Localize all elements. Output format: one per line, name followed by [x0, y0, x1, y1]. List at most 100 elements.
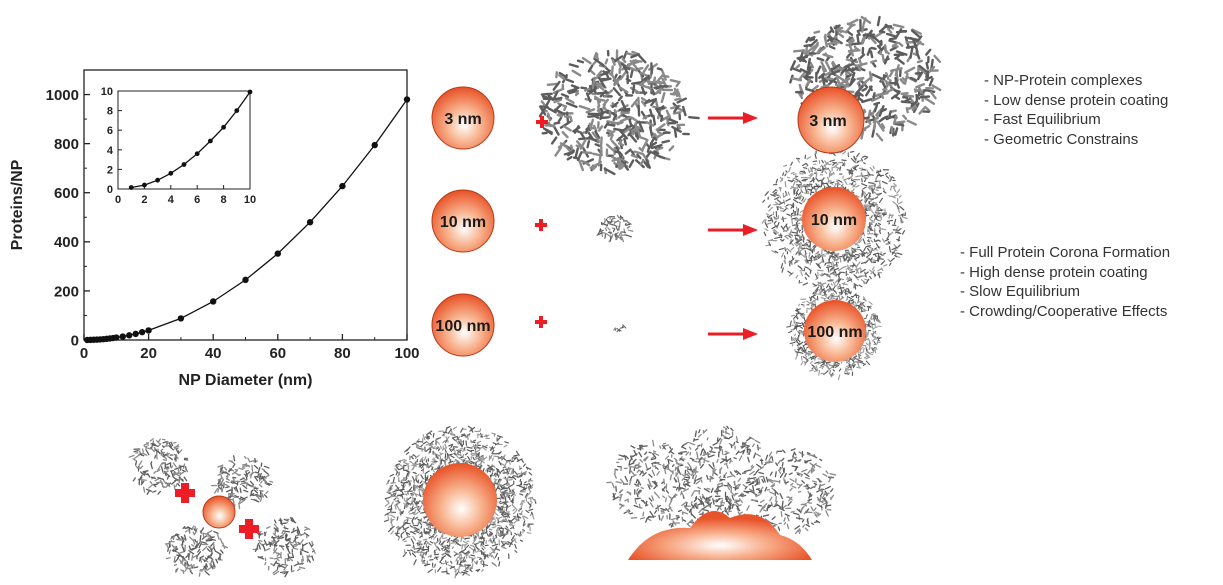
- complex-100nm-label: 100 nm: [807, 324, 862, 341]
- main-point: [145, 327, 152, 334]
- np-100nm-label: 100 nm: [435, 318, 490, 335]
- protein-tiny: [613, 324, 627, 333]
- inset-xtick-label: 10: [244, 194, 256, 206]
- inset-point: [208, 138, 213, 144]
- inset-xtick-label: 8: [221, 194, 227, 206]
- main-point: [119, 333, 126, 340]
- plus-icon-row1: [536, 116, 548, 128]
- np-10nm: 10 nm: [431, 189, 495, 253]
- complex-3nm: 3 nm: [797, 86, 865, 154]
- inset-xtick-label: 2: [141, 194, 147, 206]
- main-xtick-label: 60: [269, 345, 286, 362]
- main-point: [138, 328, 146, 336]
- np-3nm: 3 nm: [431, 86, 495, 150]
- inset-point: [194, 151, 200, 157]
- inset-ytick-label: 4: [107, 145, 114, 157]
- bottom-surface-protein-2: [674, 425, 762, 509]
- inset-ytick-label: 6: [107, 125, 113, 137]
- note-top-3: - Fast Equilibrium: [984, 111, 1101, 128]
- main-ylabel: Proteins/NP: [9, 159, 26, 250]
- main-ytick-label: 1000: [46, 87, 79, 104]
- inset-chart: 0 2 4 6 8 10 0 2 4 6 8 10: [101, 86, 256, 206]
- complex-100nm: 100 nm: [804, 300, 866, 362]
- main-ytick-label: 200: [54, 283, 79, 300]
- inset-point: [247, 89, 253, 95]
- protein-corona-100nm: [786, 286, 883, 381]
- complex-3nm-label: 3 nm: [809, 113, 846, 130]
- inset-fit-line: [131, 91, 251, 189]
- inset-ytick-label: 2: [107, 164, 113, 176]
- main-point: [242, 276, 249, 284]
- np-100nm: 100 nm: [431, 293, 495, 357]
- plus-icon-row2: [535, 219, 547, 231]
- inset-xtick-label: 6: [194, 194, 200, 206]
- inset-frame: [117, 90, 251, 190]
- plus-icon-bottom-2: [239, 519, 259, 539]
- inset-background: [118, 91, 250, 189]
- main-xtick-label: 80: [334, 345, 351, 362]
- inset-ytick-label: 10: [101, 86, 113, 98]
- inset-point: [155, 177, 161, 183]
- main-ytick-label: 400: [54, 234, 79, 251]
- main-xtick-label: 0: [80, 345, 88, 362]
- bottom-surface-protein-1: [606, 439, 693, 523]
- bottom-protein-1: [128, 438, 189, 495]
- main-point: [132, 330, 139, 338]
- main-ytick-label: 0: [71, 332, 79, 349]
- main-point: [177, 315, 185, 322]
- note-bottom-2: - High dense protein coating: [960, 263, 1148, 281]
- inset-point: [234, 108, 240, 113]
- note-bottom-4: - Crowding/Cooperative Effects: [960, 302, 1168, 320]
- main-point: [403, 96, 411, 103]
- main-point: [274, 250, 281, 257]
- main-point: [306, 218, 314, 226]
- main-point: [113, 334, 120, 341]
- bottom-protein-2: [211, 455, 274, 510]
- bottom-flat-surface: [628, 510, 812, 560]
- note-bottom-1: - Full Protein Corona Formation: [960, 244, 1171, 261]
- note-top-4: - Geometric Constrains: [984, 130, 1139, 148]
- inset-ytick-label: 0: [107, 184, 113, 196]
- np-10nm-label: 10 nm: [440, 214, 486, 231]
- inset-point: [168, 170, 174, 176]
- arrow-icon-row3: [708, 328, 758, 340]
- bottom-large-np: [423, 463, 497, 537]
- inset-xtick-label: 4: [168, 194, 175, 206]
- arrow-icon-row2: [708, 224, 758, 236]
- inset-point: [221, 124, 227, 130]
- main-xtick-label: 40: [205, 345, 222, 362]
- main-point: [339, 182, 346, 190]
- np-3nm-label: 3 nm: [444, 111, 481, 128]
- complex-10nm: 10 nm: [802, 187, 866, 251]
- inset-point: [142, 182, 147, 188]
- inset-point: [128, 185, 134, 190]
- notes-bottom: - Full Protein Corona Formation - High d…: [960, 243, 1170, 321]
- bottom-protein-3: [164, 525, 229, 577]
- note-top-2: - Low dense protein coating: [984, 91, 1169, 109]
- main-ytick-label: 800: [54, 136, 79, 153]
- main-point: [210, 298, 217, 305]
- main-xtick-label: 20: [140, 345, 157, 362]
- note-top-1: - NP-Protein complexes: [984, 72, 1143, 89]
- main-xtick-label: 100: [394, 345, 419, 362]
- inset-point: [181, 162, 187, 167]
- main-point: [126, 332, 133, 339]
- notes-top: - NP-Protein complexes - Low dense prote…: [984, 71, 1168, 149]
- plus-icon-row3: [535, 316, 547, 328]
- note-bottom-3: - Slow Equilibrium: [960, 283, 1081, 300]
- inset-ytick-label: 8: [107, 106, 113, 118]
- bottom-protein-4: [252, 516, 316, 578]
- arrow-icon-row1: [708, 112, 758, 124]
- protein-large: [538, 49, 700, 176]
- bottom-small-np: [175, 483, 259, 539]
- protein-small: [596, 214, 634, 243]
- protein-corona-10nm: [761, 150, 908, 296]
- bottom-surface-protein-3: [746, 448, 837, 535]
- plus-icon-bottom-1: [175, 483, 195, 503]
- main-point: [371, 141, 378, 149]
- complex-10nm-label: 10 nm: [811, 212, 857, 229]
- main-xlabel: NP Diameter (nm): [179, 372, 313, 389]
- main-ytick-label: 600: [54, 185, 79, 202]
